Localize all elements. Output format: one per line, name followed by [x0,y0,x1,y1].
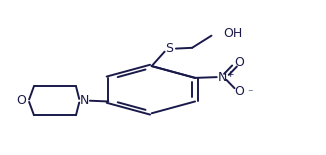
Text: N: N [218,71,227,84]
Text: O: O [17,94,27,107]
Text: +: + [226,70,233,79]
Text: O: O [234,56,244,69]
Text: O: O [234,85,244,98]
Text: N: N [79,94,89,107]
Text: S: S [166,42,173,55]
Text: OH: OH [223,27,243,40]
Text: ⁻: ⁻ [247,88,253,98]
